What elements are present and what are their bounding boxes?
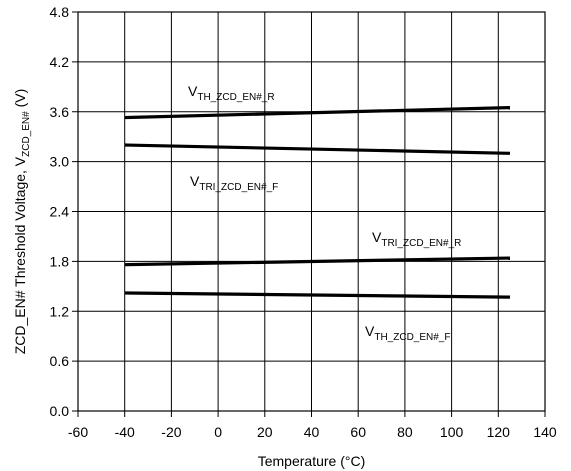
series-label-main: V — [190, 173, 200, 189]
x-tick-label: 140 — [533, 424, 557, 440]
series-line-4 — [124, 291, 510, 299]
y-tick-label: 3.6 — [50, 104, 70, 120]
axis-ticks — [72, 11, 546, 417]
x-tick-label: 40 — [304, 424, 320, 440]
y-axis-title: ZCD_EN# Threshold Voltage, VZCD_EN# (V) — [12, 89, 32, 355]
series-label-main: V — [372, 229, 382, 245]
x-tick-label: -60 — [68, 424, 88, 440]
series-labels: VTH_ZCD_EN#_RVTRI_ZCD_EN#_FVTRI_ZCD_EN#_… — [188, 83, 461, 343]
y-tick-label: 4.2 — [50, 54, 70, 70]
x-tick-label: 120 — [487, 424, 511, 440]
series-label-sub: TRI_ZCD_EN#_F — [199, 182, 278, 193]
x-tick-label: 80 — [397, 424, 413, 440]
y-tick-label: 2.4 — [50, 204, 70, 220]
grid — [78, 12, 545, 411]
series-label-3: VTRI_ZCD_EN#_R — [372, 229, 461, 249]
series-label-main: V — [365, 323, 375, 339]
series-label-1: VTH_ZCD_EN#_R — [188, 83, 275, 103]
x-tick-label: -40 — [115, 424, 135, 440]
series-label-sub: TRI_ZCD_EN#_R — [381, 238, 461, 249]
x-axis-title: Temperature (°C) — [258, 453, 366, 469]
series-label-sub: TH_ZCD_EN#_R — [197, 92, 274, 103]
y-tick-label: 0.0 — [50, 403, 70, 419]
series-label-2: VTRI_ZCD_EN#_F — [190, 173, 278, 193]
y-axis-title-main: ZCD_EN# Threshold Voltage, V — [12, 156, 28, 354]
y-tick-label: 1.2 — [50, 303, 70, 319]
x-tick-label: 60 — [350, 424, 366, 440]
series-label-4: VTH_ZCD_EN#_F — [365, 323, 450, 343]
series-lines — [124, 105, 511, 299]
y-tick-label: 1.8 — [50, 253, 70, 269]
series-label-sub: TH_ZCD_EN#_F — [374, 332, 450, 343]
series-line-2 — [124, 143, 511, 155]
x-tick-label: -20 — [161, 424, 181, 440]
series-line-1 — [124, 105, 511, 120]
series-line-3 — [124, 256, 511, 267]
x-tick-label: 0 — [214, 424, 222, 440]
y-tick-labels: 0.0 0.6 1.2 1.8 2.4 3.0 3.6 4.2 4.8 — [50, 4, 70, 419]
x-tick-label: 100 — [440, 424, 464, 440]
y-tick-label: 0.6 — [50, 353, 70, 369]
series-label-main: V — [188, 83, 198, 99]
y-axis-title-sub: ZCD_EN# — [21, 111, 32, 157]
y-tick-label: 4.8 — [50, 4, 70, 20]
y-axis-title-unit: (V) — [12, 89, 28, 112]
x-tick-label: 20 — [257, 424, 273, 440]
y-tick-label: 3.0 — [50, 154, 70, 170]
x-tick-labels: -60 -40 -20 0 20 40 60 80 100 120 140 — [68, 424, 557, 440]
